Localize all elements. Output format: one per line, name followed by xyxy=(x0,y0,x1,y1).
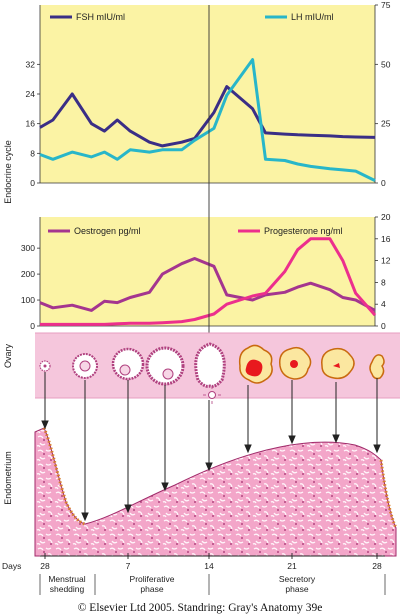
endometrium-tissue xyxy=(34,427,397,557)
day-tick-label: 28 xyxy=(40,561,50,571)
gonadotropin-left-tick-label: 16 xyxy=(26,119,36,129)
phase-brackets xyxy=(39,574,386,595)
progesterone-legend-label: Progesterone ng/ml xyxy=(264,226,343,236)
arrow-head xyxy=(124,504,132,514)
follicle-mature xyxy=(194,342,226,404)
fsh-legend-label: FSH mIU/ml xyxy=(76,12,125,22)
corpus-albicans xyxy=(369,354,385,380)
corpus-luteum-early xyxy=(238,344,273,384)
shedding-debris-right xyxy=(379,459,398,529)
fsh-legend: FSH mIU/ml xyxy=(50,12,125,22)
day-tick-label: 28 xyxy=(372,561,382,571)
arrow-head xyxy=(332,434,340,444)
progesterone-legend: Progesterone ng/ml xyxy=(238,226,343,236)
progesterone-series-line xyxy=(40,237,377,326)
lh-legend: LH mIU/ml xyxy=(265,12,334,22)
day-ticks: 28 7 14 21 28 xyxy=(40,553,382,571)
follicle-primordial xyxy=(39,360,51,372)
oestrogen-series-line xyxy=(39,257,376,312)
gonadotropin-left-tick-label: 8 xyxy=(30,148,35,158)
phase-secretory-line1: Secretory xyxy=(279,574,316,584)
gonadotropin-right-tick-label: 25 xyxy=(381,119,391,129)
corpus-luteum-mid xyxy=(278,346,312,380)
phase-menstrual-line2: shedding xyxy=(50,584,85,594)
day-tick-label: 7 xyxy=(126,561,131,571)
steroid-right-tick-label: 0 xyxy=(381,321,386,331)
steroid-right-tick-label: 4 xyxy=(381,299,386,309)
gonadotropin-right-tick-label: 0 xyxy=(381,178,386,188)
arrow-head xyxy=(81,512,89,522)
arrow-head xyxy=(41,420,49,430)
ovary-label: Ovary xyxy=(3,344,13,369)
steroid-right-tick-label: 20 xyxy=(381,212,391,222)
arrow-head xyxy=(205,462,213,472)
follicle-primary xyxy=(72,353,98,379)
phase-proliferative-line2: phase xyxy=(140,584,163,594)
steroid-left-ticks: 0 100 200 300 xyxy=(21,243,40,331)
steroid-axes xyxy=(39,217,376,327)
steroid-right-tick-label: 16 xyxy=(381,234,391,244)
gonadotropin-left-tick-label: 0 xyxy=(30,178,35,188)
steroid-right-tick-label: 8 xyxy=(381,277,386,287)
gonadotropin-left-tick-label: 24 xyxy=(26,89,36,99)
ovary-to-endometrium-arrows xyxy=(41,372,381,522)
gonadotropin-panel xyxy=(40,5,375,183)
arrow-head xyxy=(373,444,381,454)
fsh-series-line xyxy=(39,85,376,148)
steroid-left-tick-label: 300 xyxy=(21,243,35,253)
gonadotropin-left-tick-label: 32 xyxy=(26,59,36,69)
gonadotropin-right-tick-label: 50 xyxy=(381,59,391,69)
shedding-debris-left xyxy=(42,427,86,526)
lh-legend-label: LH mIU/ml xyxy=(291,12,334,22)
day-tick-label: 21 xyxy=(287,561,297,571)
copyright-credit: © Elsevier Ltd 2005. Standring: Gray's A… xyxy=(78,602,323,614)
gonadotropin-right-ticks: 0 25 50 75 xyxy=(375,0,391,188)
days-label: Days xyxy=(2,561,21,571)
endocrine-cycle-label: Endocrine cycle xyxy=(3,140,13,204)
arrow-head xyxy=(244,444,252,454)
endometrium-label: Endometrium xyxy=(3,451,13,505)
lh-series-line xyxy=(39,58,376,182)
follicle-secondary xyxy=(111,347,145,381)
phase-secretory-line2: phase xyxy=(285,584,308,594)
gonadotropin-right-tick-label: 75 xyxy=(381,0,391,10)
phase-menstrual-line1: Menstrual xyxy=(48,574,85,584)
steroid-left-tick-label: 0 xyxy=(30,321,35,331)
steroid-right-tick-label: 12 xyxy=(381,256,391,266)
oestrogen-legend-label: Oestrogen pg/ml xyxy=(74,226,141,236)
follicle-antral xyxy=(145,346,185,386)
gonadotropin-left-ticks: 0 8 16 24 32 xyxy=(26,59,40,188)
arrow-head xyxy=(161,482,169,492)
oestrogen-legend: Oestrogen pg/ml xyxy=(48,226,141,236)
day-tick-label: 14 xyxy=(204,561,214,571)
arrow-head xyxy=(288,435,296,445)
steroid-right-ticks: 0 4 8 12 16 20 xyxy=(375,212,391,331)
corpus-luteum-late xyxy=(321,347,355,380)
steroid-left-tick-label: 200 xyxy=(21,269,35,279)
phase-proliferative-line1: Proliferative xyxy=(130,574,175,584)
steroid-left-tick-label: 100 xyxy=(21,295,35,305)
